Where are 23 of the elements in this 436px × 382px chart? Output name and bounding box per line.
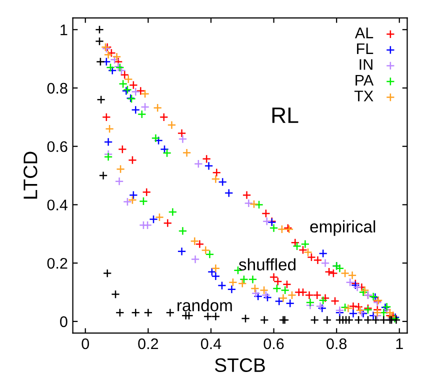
- x-tick-label: 0.6: [264, 338, 284, 350]
- legend-label: TX: [354, 90, 374, 102]
- legend-label: IN: [360, 59, 372, 70]
- annotation: empirical: [310, 220, 376, 236]
- y-tick-label: 0: [60, 316, 68, 328]
- legend-label: AL: [354, 28, 374, 38]
- x-tick-label: 0.2: [138, 338, 158, 350]
- x-tick-label: 1: [396, 338, 403, 350]
- legend-label: FL: [357, 43, 374, 54]
- y-tick-label: 0.8: [47, 82, 68, 94]
- y-tick-label: 0.2: [47, 258, 68, 269]
- x-tick-label: 0.4: [200, 338, 222, 350]
- y-tick-label: 0.6: [47, 141, 68, 152]
- annotation: shuffled: [238, 258, 296, 270]
- y-tick-label: 0.4: [47, 200, 68, 210]
- legend-label: PA: [356, 74, 374, 86]
- x-axis-title: STCB: [214, 358, 265, 372]
- y-axis-title: LTCD: [24, 152, 38, 199]
- x-tick-label: 0: [82, 338, 90, 350]
- annotation: RL: [272, 108, 298, 123]
- x-tick-label: 0.8: [326, 338, 347, 350]
- y-tick-label: 1: [60, 24, 68, 36]
- annotation: random: [178, 299, 232, 312]
